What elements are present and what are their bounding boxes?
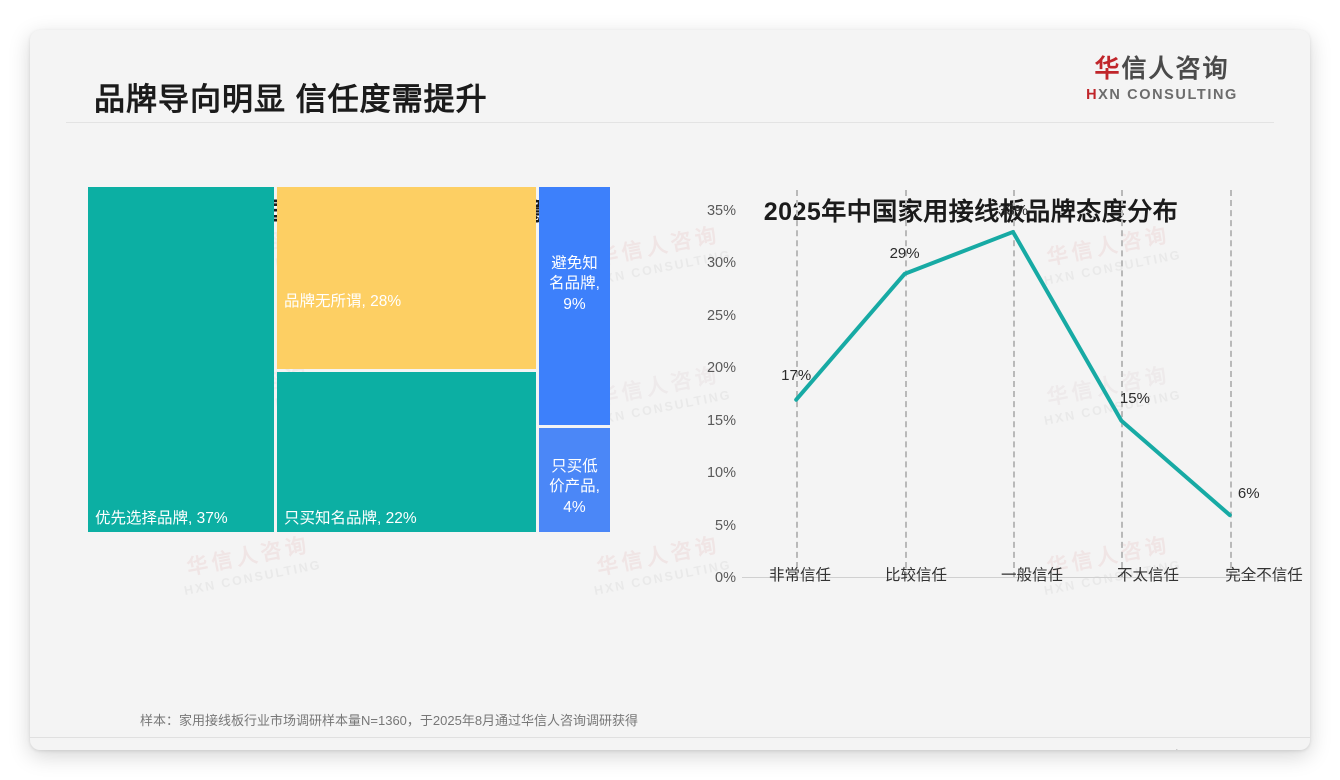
treemap-tile-label: 只买低价产品, 4% — [549, 458, 600, 516]
header-divider — [66, 122, 1274, 123]
logo-accent-char: 华 — [1094, 55, 1122, 83]
gridline — [1229, 190, 1232, 578]
slide-header: 品牌导向明显 信任度需提升 华信人咨询 HXN CONSULTING — [30, 30, 1310, 122]
line-chart: 0% 5% 10% 15% 20% 25% 30% 35% 17% 29% 33… — [684, 190, 1284, 586]
x-axis-tick-label: 完全不信任 — [1225, 567, 1303, 584]
gridline — [904, 190, 907, 578]
x-axis-tick-label: 比较信任 — [884, 567, 948, 584]
logo-english-text: HXN CONSULTING — [1082, 87, 1242, 103]
footer-divider — [30, 737, 1310, 738]
treemap-chart: 优先选择品牌, 37% 品牌无所谓, 28% 只买知名品牌, 22% 避免知名品… — [88, 187, 610, 532]
y-axis-tick-label: 10% — [706, 465, 736, 482]
treemap-tile[interactable]: 优先选择品牌, 37% — [88, 187, 274, 532]
y-axis: 0% 5% 10% 15% 20% 25% 30% 35% — [684, 190, 736, 586]
y-axis-tick-label: 20% — [706, 360, 736, 377]
y-axis-tick-label: 35% — [706, 202, 736, 219]
chart-panel-trust-distribution: 2025年中国家用接线板品牌态度分布 — [666, 140, 1276, 660]
treemap-tile-label: 避免知名品牌, 9% — [549, 255, 600, 313]
logo-en-rest: XN CONSULTING — [1098, 86, 1238, 103]
treemap-tile[interactable]: 只买知名品牌, 22% — [277, 372, 536, 532]
data-label: 15% — [1119, 390, 1150, 408]
footer-website[interactable]: www.hxrcon.com — [1146, 748, 1240, 750]
y-axis-tick-label: 0% — [715, 570, 736, 586]
gridline — [1013, 190, 1015, 578]
footer-copyright: ©2025.10 HXR华信人咨询 — [98, 748, 245, 750]
line-series-path — [742, 190, 1284, 578]
x-axis-tick-label: 非常信任 — [768, 567, 832, 584]
data-label: 33% — [997, 202, 1029, 220]
treemap-tile-label: 只买知名品牌, 22% — [284, 510, 417, 527]
chart-title-right: 2025年中国家用接线板品牌态度分布 — [763, 198, 1179, 226]
source-footnote: 样本：家用接线板行业市场调研样本量N=1360，于2025年8月通过华信人咨询调… — [140, 713, 639, 728]
x-axis-tick-label: 一般信任 — [1000, 567, 1064, 584]
x-axis-baseline — [742, 577, 1284, 578]
gridline — [1121, 190, 1124, 578]
data-label: 29% — [889, 244, 920, 262]
x-axis-tick-label: 不太信任 — [1116, 567, 1180, 584]
data-label: 17% — [781, 367, 812, 384]
logo-chinese-rest: 信人咨询 — [1121, 55, 1230, 83]
logo-en-accent-char: H — [1086, 86, 1099, 103]
logo-chinese-text: 华信人咨询 — [1082, 55, 1242, 84]
y-axis-tick-label: 5% — [715, 517, 736, 534]
data-label: 6% — [1237, 485, 1260, 503]
plot-area: 17% 29% 33% 15% 6% — [742, 190, 1284, 578]
y-axis-tick-label: 30% — [706, 255, 736, 272]
treemap-tile[interactable]: 只买低价产品, 4% — [539, 428, 610, 532]
treemap-tile[interactable]: 避免知名品牌, 9% — [539, 187, 610, 425]
company-logo: 华信人咨询 HXN CONSULTING — [1082, 55, 1242, 103]
treemap-tile-label: 品牌无所谓, 28% — [284, 292, 402, 310]
y-axis-tick-label: 25% — [706, 307, 736, 324]
treemap-tile-label: 优先选择品牌, 37% — [95, 510, 228, 527]
gridline — [796, 190, 799, 578]
x-axis-categories: 非常信任 比较信任 一般信任 不太信任 完全不信任 — [742, 563, 1310, 593]
y-axis-tick-label: 15% — [706, 412, 736, 429]
page-title: 品牌导向明显 信任度需提升 — [94, 82, 488, 117]
slide-canvas: 华信人咨询 HXN CONSULTING 华信人咨询 HXN CONSULTIN… — [30, 30, 1310, 750]
treemap-tile[interactable]: 品牌无所谓, 28% — [277, 187, 536, 369]
